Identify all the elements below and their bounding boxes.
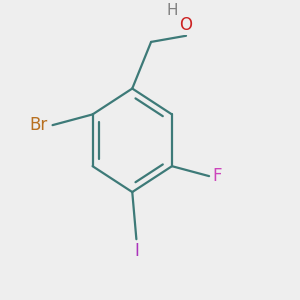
Text: F: F xyxy=(212,167,221,185)
Text: Br: Br xyxy=(30,116,48,134)
Text: H: H xyxy=(167,3,178,18)
Text: I: I xyxy=(134,242,139,260)
Text: O: O xyxy=(179,16,193,34)
